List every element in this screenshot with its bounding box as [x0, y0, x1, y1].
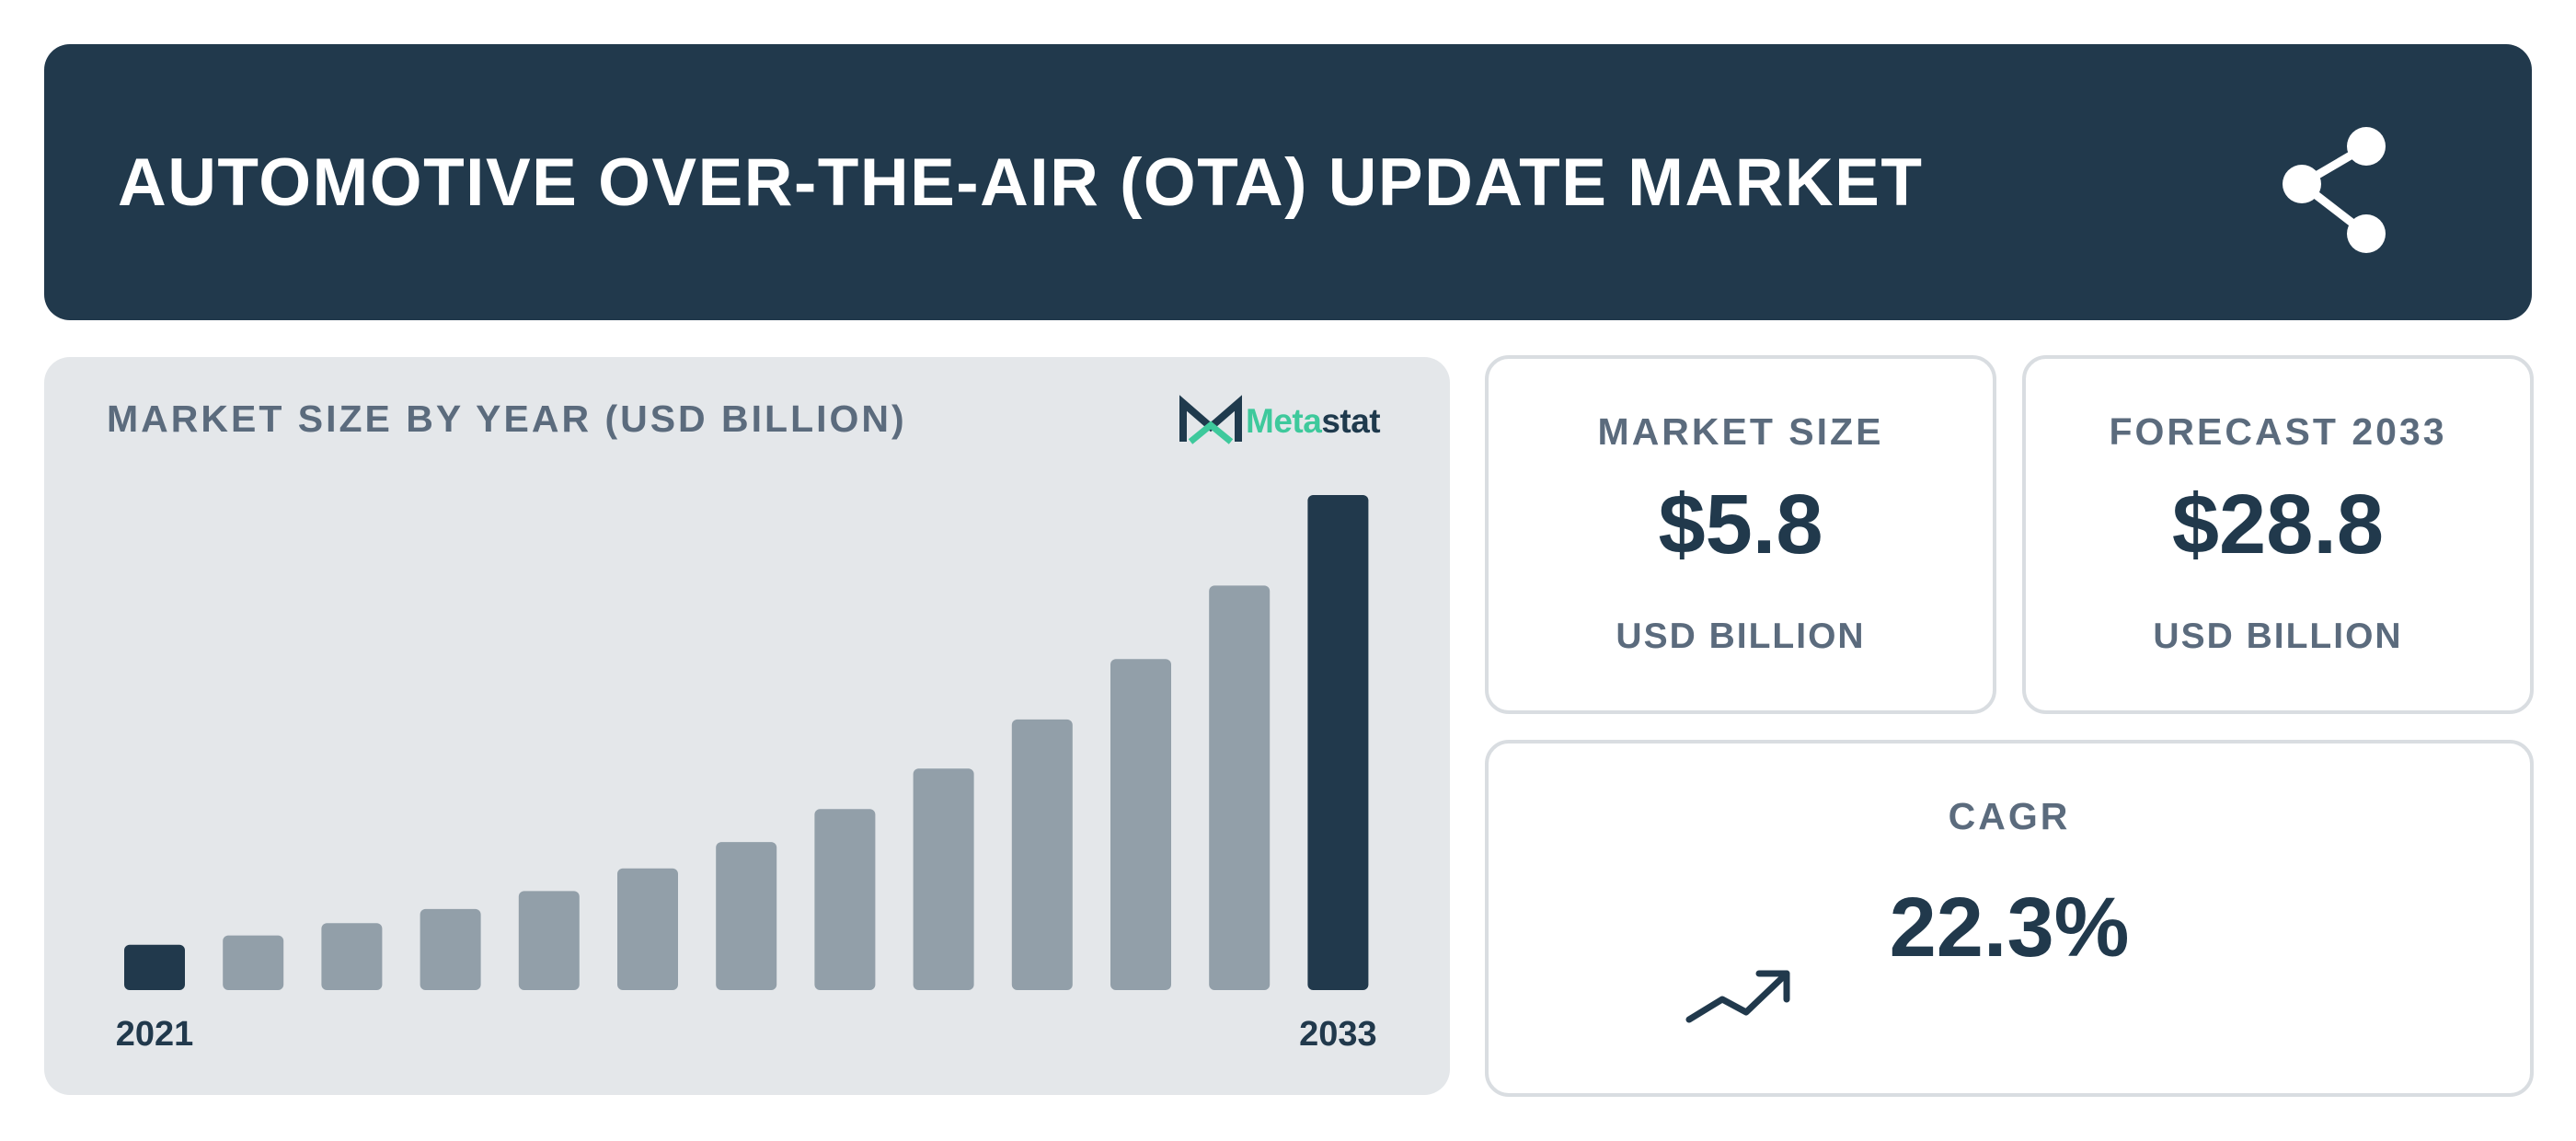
trend-up-icon — [1685, 970, 1790, 1023]
market-size-unit: USD BILLION — [1616, 617, 1866, 656]
bar-2024 — [420, 908, 481, 990]
bar-chart: 2021 2033 — [116, 495, 1377, 1054]
cagr-card: CAGR 22.3% — [1485, 740, 2534, 1097]
bar-2028 — [814, 809, 876, 990]
logo-text: Metastat — [1246, 402, 1381, 440]
bar-2022 — [223, 935, 284, 990]
bar-2030 — [1011, 719, 1073, 990]
bar-2025 — [518, 891, 580, 990]
metastat-logo-mark-icon — [1179, 395, 1242, 444]
x-tick-label-2021: 2021 — [116, 1015, 194, 1054]
bar-2027 — [716, 842, 777, 990]
bar-2021 — [124, 944, 185, 990]
forecast-card: FORECAST 2033 $28.8 USD BILLION — [2022, 355, 2534, 714]
cagr-value: 22.3% — [1889, 881, 2130, 974]
bar-2029 — [913, 768, 974, 990]
bar-2033 — [1307, 495, 1369, 990]
market-size-chart-panel: MARKET SIZE BY YEAR (USD BILLION) Metast… — [44, 357, 1450, 1095]
forecast-value: $28.8 — [2171, 478, 2385, 571]
bar-2032 — [1209, 585, 1271, 990]
x-tick-label-2033: 2033 — [1299, 1015, 1377, 1054]
market-size-card: MARKET SIZE $5.8 USD BILLION — [1485, 355, 1996, 714]
header-banner: AUTOMOTIVE OVER-THE-AIR (OTA) UPDATE MAR… — [44, 44, 2532, 320]
chart-title: MARKET SIZE BY YEAR (USD BILLION) — [107, 398, 907, 440]
metastat-logo: Metastat — [1178, 394, 1381, 449]
bar-2023 — [321, 923, 383, 990]
cagr-label: CAGR — [1948, 795, 2071, 837]
bar-2026 — [617, 868, 678, 990]
share-icon[interactable] — [2271, 121, 2409, 259]
forecast-label: FORECAST 2033 — [2109, 410, 2447, 453]
bar-2031 — [1110, 659, 1171, 990]
page-title: AUTOMOTIVE OVER-THE-AIR (OTA) UPDATE MAR… — [118, 144, 1924, 220]
forecast-unit: USD BILLION — [2153, 617, 2403, 656]
market-size-value: $5.8 — [1658, 478, 1823, 571]
market-size-label: MARKET SIZE — [1597, 410, 1884, 453]
